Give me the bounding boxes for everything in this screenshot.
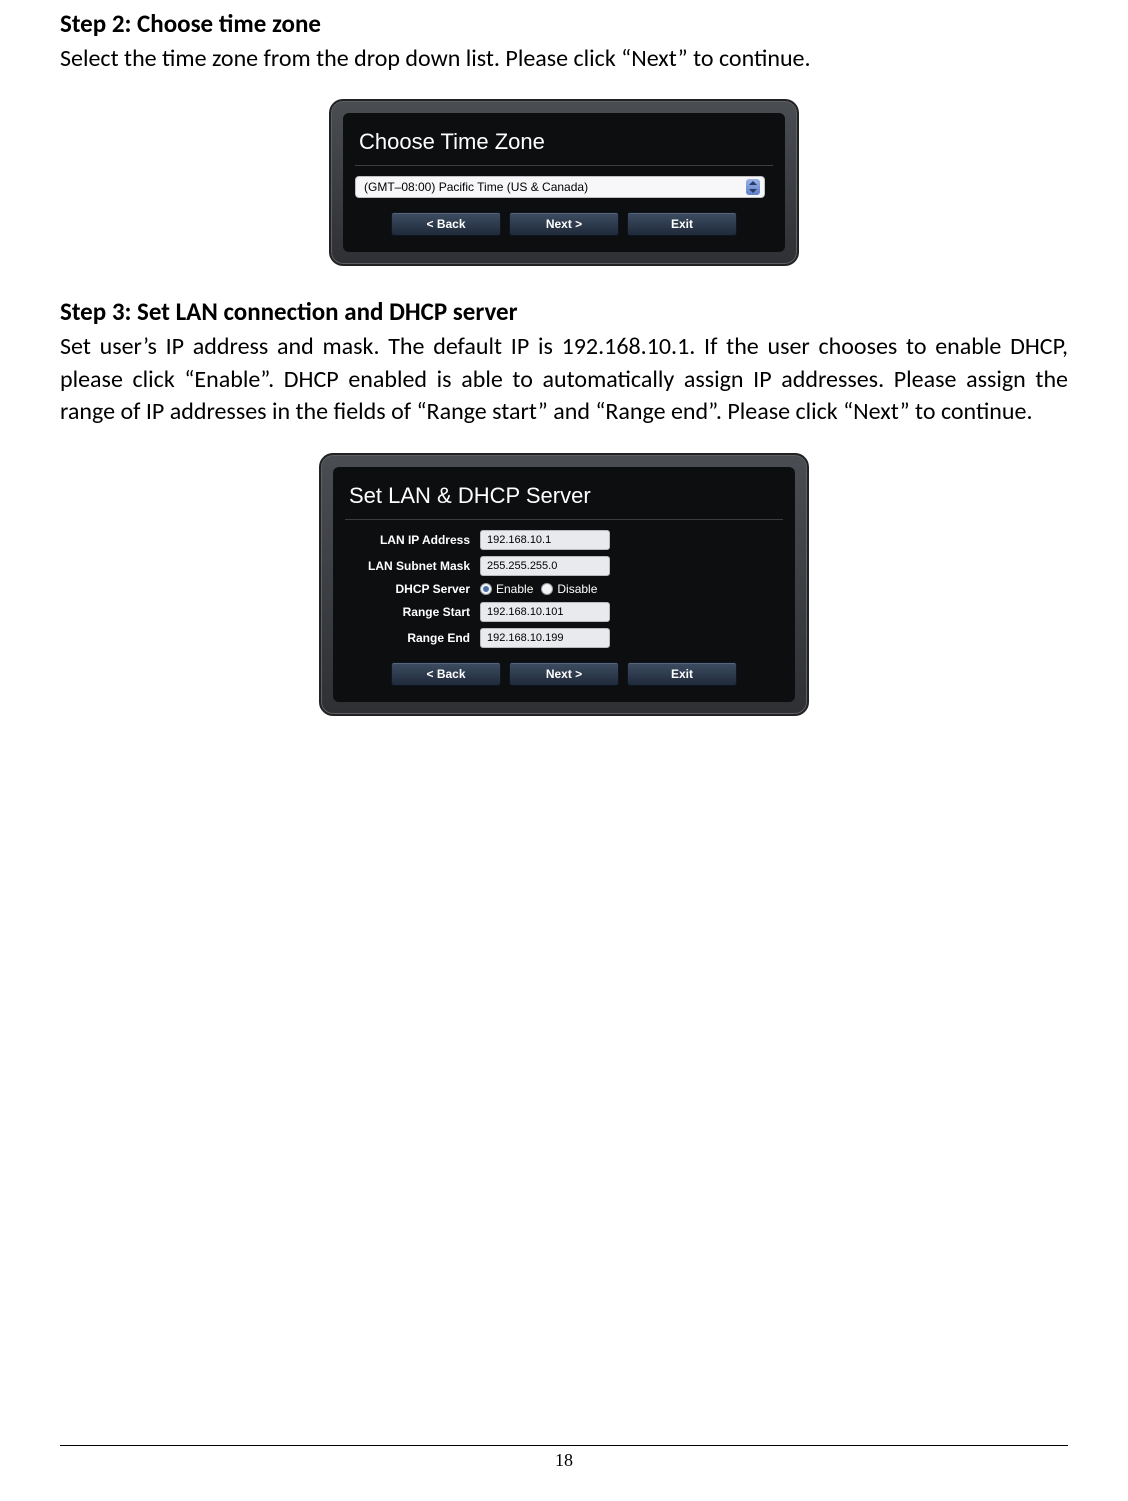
lan-ip-row: LAN IP Address 192.168.10.1 (345, 530, 783, 550)
subnet-label: LAN Subnet Mask (345, 559, 480, 573)
step3-heading: Step 3: Set LAN connection and DHCP serv… (60, 296, 1068, 327)
step2-heading: Step 2: Choose time zone (60, 8, 1068, 39)
back-button[interactable]: < Back (391, 662, 501, 686)
exit-button[interactable]: Exit (627, 662, 737, 686)
lan-dhcp-panel: Set LAN & DHCP Server LAN IP Address 192… (319, 453, 809, 716)
range-start-label: Range Start (345, 605, 480, 619)
range-end-row: Range End 192.168.10.199 (345, 628, 783, 648)
lan-ip-label: LAN IP Address (345, 533, 480, 547)
back-button[interactable]: < Back (391, 212, 501, 236)
range-end-input[interactable]: 192.168.10.199 (480, 628, 610, 648)
dhcp-disable-radio[interactable] (541, 583, 553, 595)
range-end-label: Range End (345, 631, 480, 645)
lan-dhcp-panel-title: Set LAN & DHCP Server (345, 477, 783, 520)
dhcp-disable-label: Disable (557, 582, 597, 596)
chevron-updown-icon (746, 179, 760, 195)
subnet-input[interactable]: 255.255.255.0 (480, 556, 610, 576)
step2-body: Select the time zone from the drop down … (60, 43, 1068, 75)
next-button[interactable]: Next > (509, 662, 619, 686)
timezone-select-value: (GMT–08:00) Pacific Time (US & Canada) (364, 180, 588, 194)
dhcp-enable-label: Enable (496, 582, 533, 596)
timezone-panel-title: Choose Time Zone (355, 123, 773, 166)
step3-body: Set user’s IP address and mask. The defa… (60, 331, 1068, 428)
dhcp-enable-radio[interactable] (480, 583, 492, 595)
timezone-select[interactable]: (GMT–08:00) Pacific Time (US & Canada) (355, 176, 765, 198)
dhcp-row: DHCP Server Enable Disable (345, 582, 783, 596)
range-start-input[interactable]: 192.168.10.101 (480, 602, 610, 622)
lan-ip-input[interactable]: 192.168.10.1 (480, 530, 610, 550)
range-start-row: Range Start 192.168.10.101 (345, 602, 783, 622)
timezone-panel: Choose Time Zone (GMT–08:00) Pacific Tim… (329, 99, 799, 266)
subnet-row: LAN Subnet Mask 255.255.255.0 (345, 556, 783, 576)
next-button[interactable]: Next > (509, 212, 619, 236)
exit-button[interactable]: Exit (627, 212, 737, 236)
page-number: 18 (60, 1445, 1068, 1471)
dhcp-label: DHCP Server (345, 582, 480, 596)
